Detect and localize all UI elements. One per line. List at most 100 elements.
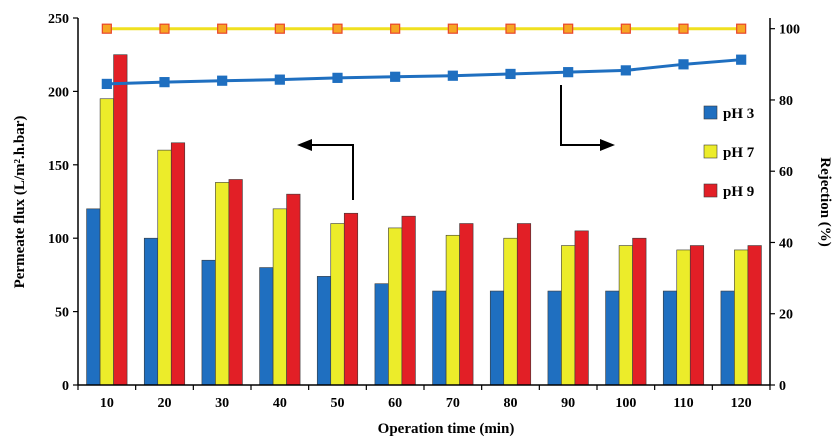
- y2-tick-label: 40: [779, 236, 793, 251]
- x-tick-label: 70: [446, 396, 460, 411]
- legend-label-ph7: pH 7: [723, 145, 755, 161]
- bar-ph7-100: [619, 246, 633, 385]
- rejection-point-1-100: [621, 66, 630, 75]
- bar-ph7-110: [677, 250, 691, 385]
- bar-ph3-20: [144, 238, 158, 385]
- rejection-point-1-90: [564, 68, 573, 77]
- x-tick-label: 40: [273, 396, 287, 411]
- legend: pH 3 pH 7 pH 9: [704, 106, 755, 200]
- rejection-point-1-70: [448, 71, 457, 80]
- bar-ph7-70: [446, 235, 460, 385]
- bar-ph9-100: [633, 238, 647, 385]
- bar-ph9-40: [287, 194, 301, 385]
- bar-ph3-30: [202, 260, 216, 385]
- y-tick-label: 0: [62, 379, 69, 394]
- bar-ph3-110: [663, 291, 677, 385]
- rejection-point-2-70: [448, 24, 457, 33]
- x-tick-label: 60: [388, 396, 402, 411]
- y-tick-label: 150: [48, 159, 69, 174]
- rejection-point-1-10: [102, 79, 111, 88]
- rejection-point-1-110: [679, 60, 688, 69]
- rejection-point-1-80: [506, 69, 515, 78]
- bar-ph7-10: [100, 99, 114, 385]
- bar-ph3-40: [260, 268, 274, 385]
- bar-ph9-20: [171, 143, 185, 385]
- y-tick-label: 200: [48, 85, 69, 100]
- bar-ph3-70: [433, 291, 447, 385]
- y-tick-label: 250: [48, 12, 69, 27]
- y2-tick-label: 80: [779, 94, 793, 109]
- bar-ph9-50: [344, 213, 358, 385]
- bar-ph9-60: [402, 216, 416, 385]
- bar-ph9-80: [517, 224, 531, 385]
- y-axis-title: Permeate flux (L/m².h.bar): [12, 116, 28, 289]
- rejection-point-2-110: [679, 24, 688, 33]
- x-tick-label: 30: [215, 396, 229, 411]
- bar-ph7-40: [273, 209, 287, 385]
- bar-ph9-70: [460, 224, 474, 385]
- rejection-point-2-10: [102, 24, 111, 33]
- y2-axis-title: Rejection (%): [817, 157, 833, 247]
- bar-ph9-120: [748, 246, 762, 385]
- bar-ph9-90: [575, 231, 589, 385]
- x-tick-label: 90: [561, 396, 575, 411]
- bar-ph3-60: [375, 284, 389, 385]
- x-tick-label: 20: [158, 396, 172, 411]
- y2-tick-label: 60: [779, 165, 793, 180]
- y2-tick-label: 0: [779, 379, 786, 394]
- bar-ph3-120: [721, 291, 735, 385]
- rejection-lines-layer: [102, 24, 745, 88]
- rejection-point-2-60: [391, 24, 400, 33]
- y2-tick-label: 100: [779, 23, 800, 38]
- x-tick-label: 50: [331, 396, 345, 411]
- rejection-point-1-60: [391, 72, 400, 81]
- bars-layer: [87, 55, 762, 385]
- bar-ph7-60: [388, 228, 402, 385]
- bar-ph3-10: [87, 209, 101, 385]
- bar-ph7-80: [504, 238, 518, 385]
- x-tick-label: 10: [100, 396, 114, 411]
- bar-ph7-30: [215, 182, 229, 385]
- rejection-point-2-30: [218, 24, 227, 33]
- rejection-point-2-20: [160, 24, 169, 33]
- legend-swatch-ph7: [704, 145, 717, 158]
- x-axis-title: Operation time (min): [378, 421, 515, 437]
- rejection-point-1-50: [333, 73, 342, 82]
- rejection-point-1-120: [737, 55, 746, 64]
- y-tick-label: 100: [48, 232, 69, 247]
- y-tick-label: 50: [55, 306, 69, 321]
- bar-ph3-50: [317, 276, 331, 385]
- bar-ph7-50: [331, 224, 345, 385]
- rejection-point-2-40: [275, 24, 284, 33]
- rejection-line-1: [107, 60, 741, 84]
- rejection-point-2-80: [506, 24, 515, 33]
- right-arrowhead: [600, 139, 615, 151]
- legend-swatch-ph9: [704, 184, 717, 197]
- bar-ph7-120: [734, 250, 748, 385]
- right-axis-arrow: [561, 85, 607, 145]
- rejection-point-2-50: [333, 24, 342, 33]
- bar-ph9-30: [229, 179, 243, 385]
- bar-ph7-90: [561, 246, 575, 385]
- rejection-point-1-20: [160, 78, 169, 87]
- y2-tick-label: 20: [779, 308, 793, 323]
- rejection-point-2-120: [737, 24, 746, 33]
- legend-label-ph3: pH 3: [723, 106, 754, 122]
- legend-swatch-ph3: [704, 106, 717, 119]
- bar-ph3-100: [606, 291, 620, 385]
- rejection-point-2-100: [621, 24, 630, 33]
- left-arrowhead: [297, 139, 312, 151]
- x-tick-label: 110: [673, 396, 693, 411]
- bar-ph3-80: [490, 291, 504, 385]
- x-tick-label: 120: [731, 396, 752, 411]
- bar-ph3-90: [548, 291, 562, 385]
- x-tick-label: 100: [615, 396, 636, 411]
- bar-ph9-110: [690, 246, 704, 385]
- left-axis-arrow: [303, 145, 353, 200]
- rejection-point-1-30: [218, 76, 227, 85]
- annotation-arrows: [297, 85, 615, 200]
- x-tick-label: 80: [504, 396, 518, 411]
- bar-ph9-10: [114, 55, 128, 385]
- rejection-point-2-90: [564, 24, 573, 33]
